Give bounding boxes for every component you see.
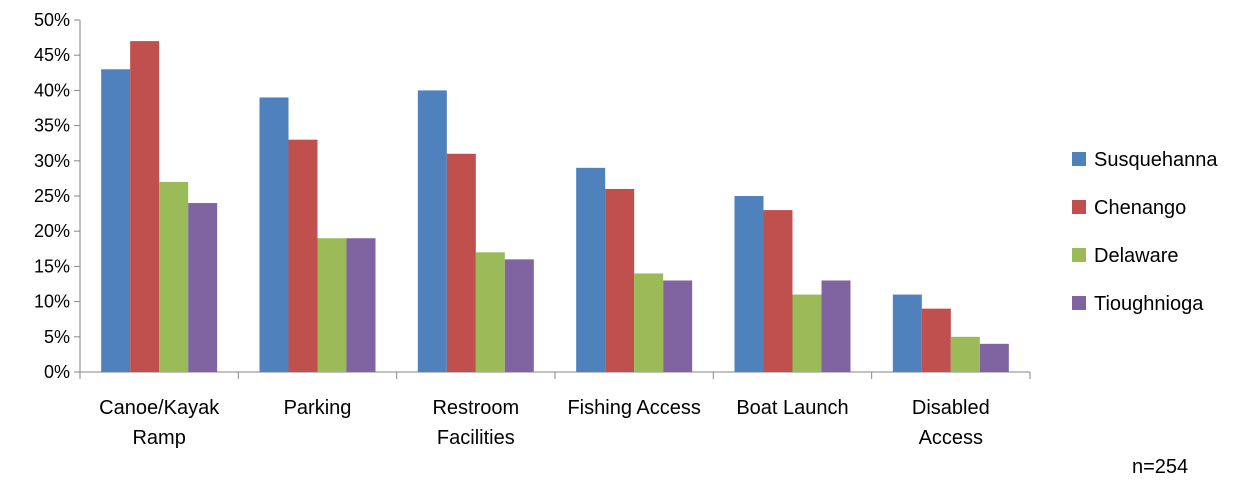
y-tick-label: 0% [44, 362, 70, 382]
legend-label: Tioughnioga [1094, 293, 1204, 315]
bar-delaware [475, 252, 505, 372]
bar-chenango [763, 210, 793, 372]
legend-swatch [1072, 248, 1086, 262]
bar-susquehanna [892, 294, 922, 372]
bar-tioughnioga [504, 259, 534, 372]
bar-chenango [130, 41, 160, 373]
x-category-label: Access [919, 427, 983, 449]
bar-chenango [605, 188, 635, 372]
y-tick-label: 50% [34, 10, 70, 30]
sample-size-note: n=254 [1132, 456, 1189, 478]
y-tick-label: 30% [34, 151, 70, 171]
x-axis: Canoe/Kayak Ramp Parking Restroom Facilities… [79, 371, 1031, 449]
bar-tioughnioga [821, 280, 851, 372]
bar-delaware [159, 181, 189, 372]
x-category-label: Facilities [437, 427, 515, 449]
bar-tioughnioga [188, 203, 218, 372]
x-category-label: Canoe/Kayak [99, 397, 220, 419]
bar-susquehanna [101, 69, 131, 372]
y-tick-label: 15% [34, 256, 70, 276]
bar-susquehanna [576, 167, 606, 372]
bar-chenango [288, 139, 318, 372]
legend-label: Chenango [1094, 197, 1186, 219]
bars [101, 41, 1009, 373]
y-tick-label: 40% [34, 80, 70, 100]
y-tick-label: 35% [34, 116, 70, 136]
bar-tioughnioga [979, 343, 1009, 372]
x-category-label: Ramp [132, 427, 185, 449]
bar-delaware [950, 336, 980, 372]
x-category-label: Parking [284, 397, 352, 419]
bar-susquehanna [259, 97, 289, 372]
x-category-label: Disabled [912, 397, 990, 419]
x-category-label: Boat Launch [736, 397, 848, 419]
legend-label: Susquehanna [1094, 149, 1218, 171]
bar-chenango [921, 308, 951, 372]
y-axis: 0% 5% 10% 15% 20% 25% 30% 35% 40% 45% 50% [34, 10, 81, 382]
y-tick-label: 5% [44, 327, 70, 347]
bar-chenango [446, 153, 476, 372]
y-tick-label: 20% [34, 221, 70, 241]
bar-tioughnioga [346, 238, 376, 372]
bar-delaware [317, 238, 347, 372]
bar-susquehanna [417, 90, 447, 373]
y-tick-label: 10% [34, 292, 70, 312]
bar-delaware [792, 294, 822, 372]
x-category-label: Fishing Access [567, 397, 700, 419]
legend-label: Delaware [1094, 245, 1178, 267]
y-tick-label: 45% [34, 45, 70, 65]
x-category-label: Restroom [432, 397, 519, 419]
legend-swatch [1072, 152, 1086, 166]
legend: Susquehanna Chenango Delaware Tioughnioga [1072, 149, 1218, 315]
legend-swatch [1072, 296, 1086, 310]
bar-delaware [634, 273, 664, 372]
y-tick-label: 25% [34, 186, 70, 206]
legend-swatch [1072, 200, 1086, 214]
bar-susquehanna [734, 196, 764, 372]
bar-tioughnioga [663, 280, 693, 372]
